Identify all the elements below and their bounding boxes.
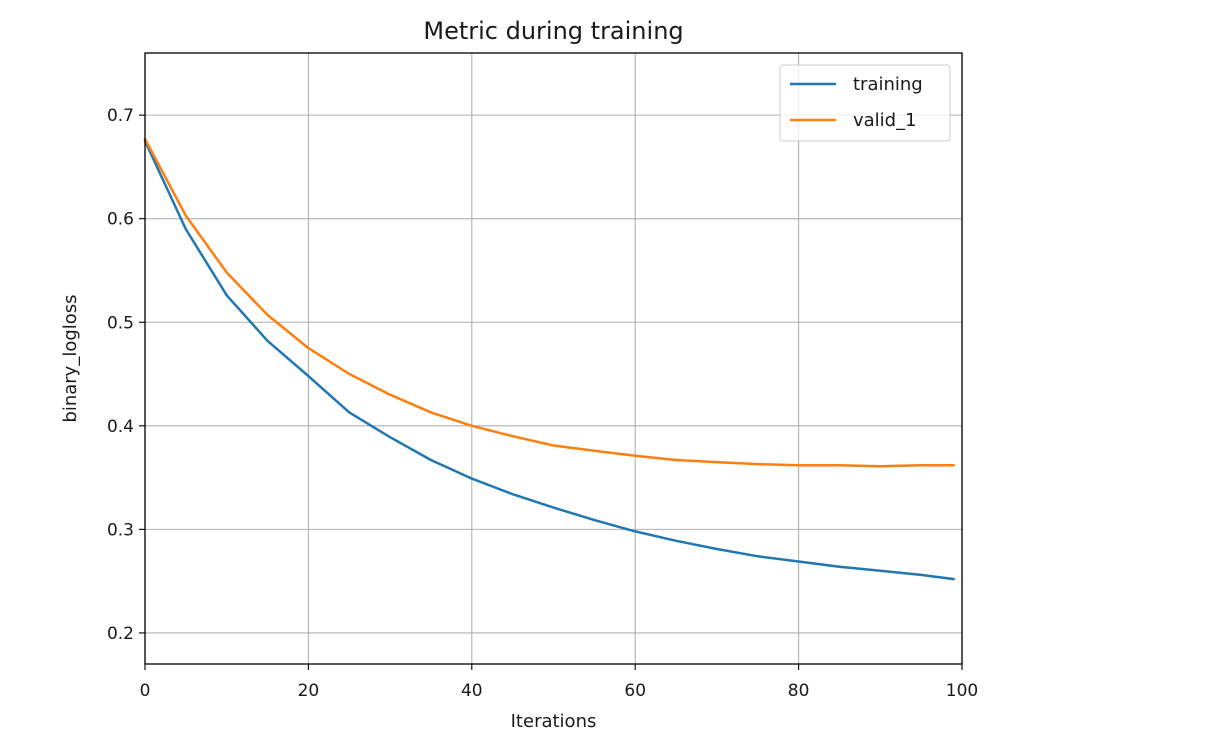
x-tick-label: 100 bbox=[946, 681, 978, 701]
series-line-training bbox=[143, 139, 956, 581]
axis-ticks: 0 20 40 60 80 100 0.2 0.3 0.4 0.5 0.6 0.7 bbox=[107, 106, 978, 701]
series-line-valid-1 bbox=[143, 137, 956, 468]
y-tick-label: 0.5 bbox=[107, 313, 134, 333]
x-tick-label: 80 bbox=[788, 681, 810, 701]
y-tick-label: 0.2 bbox=[107, 624, 134, 644]
y-tick-label: 0.4 bbox=[107, 417, 134, 437]
y-tick-label: 0.7 bbox=[107, 106, 134, 126]
legend-label-valid-1: valid_1 bbox=[853, 110, 917, 131]
legend-label-training: training bbox=[853, 74, 923, 95]
x-tick-label: 20 bbox=[298, 681, 320, 701]
x-tick-label: 60 bbox=[624, 681, 646, 701]
series-lines bbox=[143, 137, 956, 581]
legend: training valid_1 bbox=[779, 64, 951, 142]
grid-lines bbox=[144, 53, 963, 664]
x-tick-label: 40 bbox=[461, 681, 483, 701]
x-tick-label: 0 bbox=[140, 681, 151, 701]
y-axis-title: binary_logloss bbox=[60, 294, 81, 422]
chart-title: Metric during training bbox=[423, 17, 683, 45]
y-tick-label: 0.3 bbox=[107, 520, 134, 540]
y-tick-label: 0.6 bbox=[107, 210, 134, 230]
x-axis-title: Iterations bbox=[511, 711, 597, 732]
plot-frame bbox=[144, 52, 963, 665]
